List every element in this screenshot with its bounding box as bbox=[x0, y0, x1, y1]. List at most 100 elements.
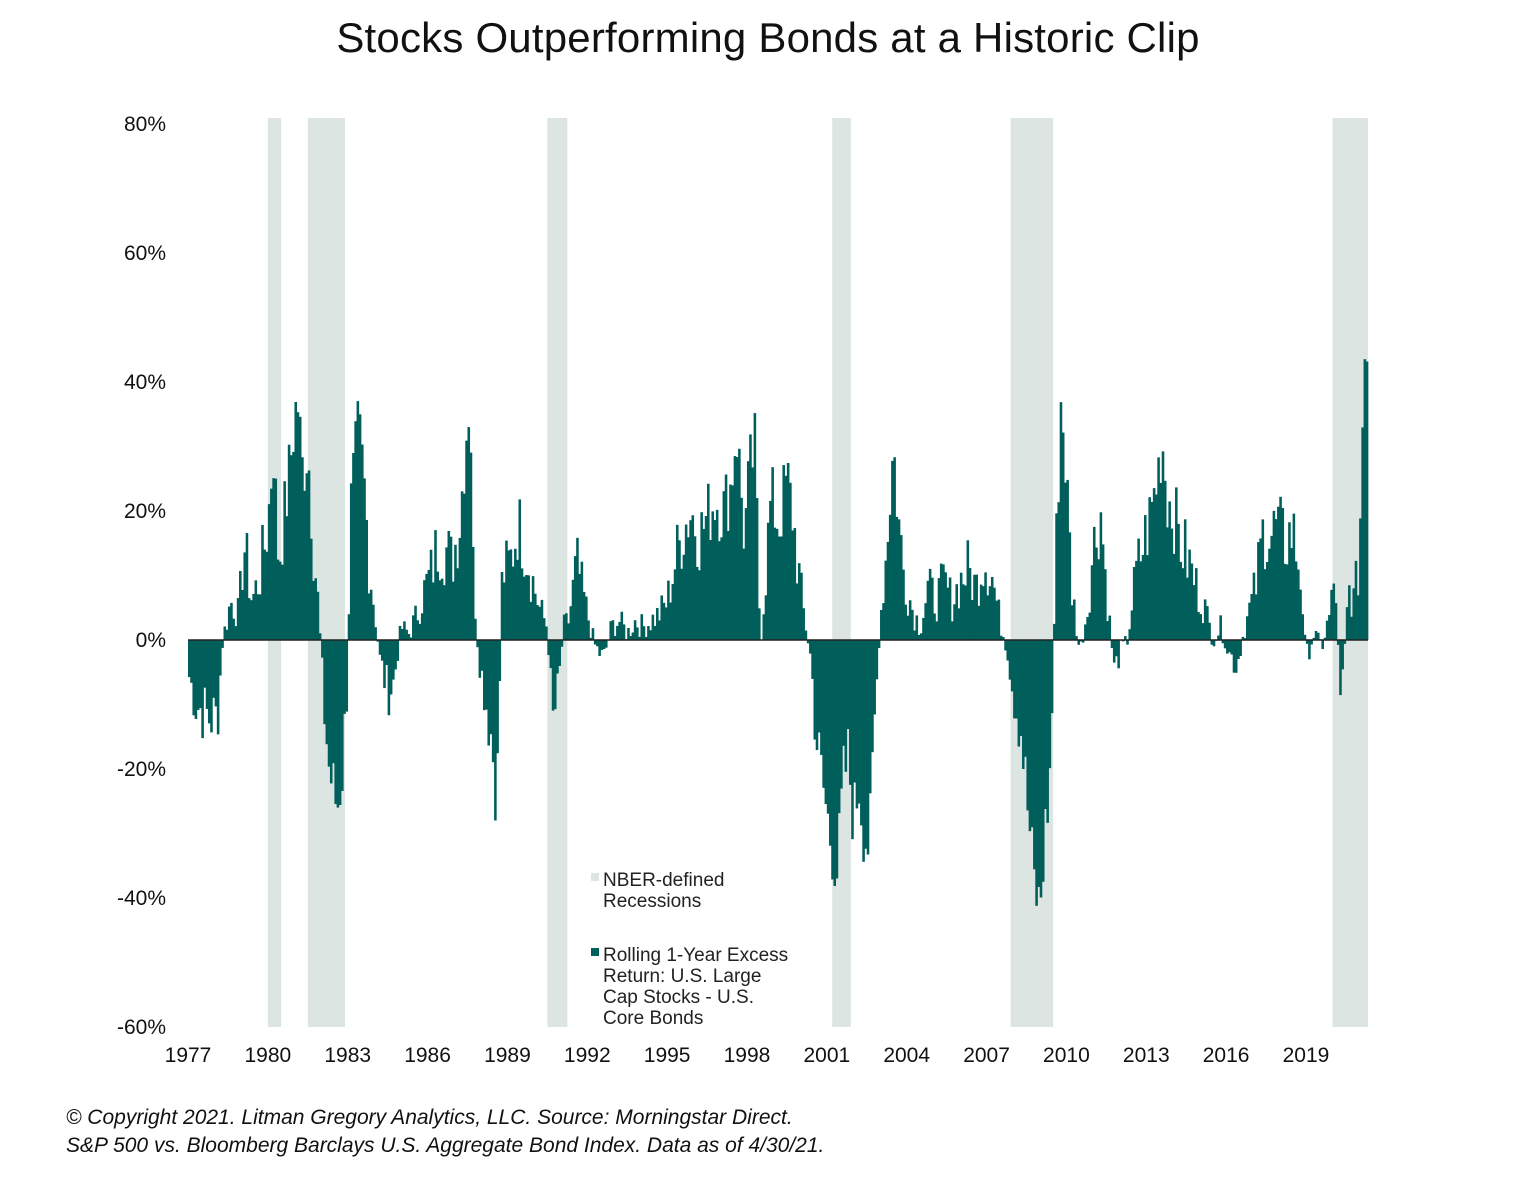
excess-return-bar bbox=[385, 640, 388, 665]
excess-return-bar bbox=[622, 624, 626, 640]
excess-return-bar bbox=[817, 640, 821, 733]
excess-return-bar bbox=[1261, 519, 1265, 640]
excess-return-bar bbox=[926, 580, 930, 640]
excess-return-bar bbox=[336, 640, 340, 808]
excess-return-bar bbox=[245, 532, 249, 640]
excess-return-bar bbox=[771, 467, 774, 640]
excess-return-bar bbox=[1013, 640, 1016, 719]
excess-return-bar bbox=[1026, 640, 1029, 811]
excess-return-bar bbox=[955, 584, 959, 640]
excess-return-bar bbox=[997, 599, 1001, 640]
excess-return-bar bbox=[511, 566, 515, 640]
excess-return-bar bbox=[540, 599, 544, 640]
excess-return-bar bbox=[1041, 640, 1045, 882]
y-tick-label: 0% bbox=[136, 629, 166, 652]
excess-return-bar bbox=[227, 606, 231, 640]
excess-return-bar bbox=[793, 528, 797, 640]
excess-return-bar bbox=[1161, 451, 1165, 640]
excess-return-bar bbox=[669, 602, 672, 640]
excess-return-bar bbox=[1053, 623, 1056, 640]
excess-return-bar bbox=[243, 552, 247, 640]
excess-return-bar bbox=[729, 484, 732, 640]
excess-return-bar bbox=[831, 640, 834, 880]
excess-return-bar bbox=[1068, 532, 1072, 640]
excess-return-bar bbox=[332, 640, 335, 764]
excess-return-bar bbox=[649, 630, 652, 640]
excess-return-bar bbox=[1223, 640, 1227, 649]
excess-return-bar bbox=[463, 493, 466, 640]
excess-return-bar bbox=[1110, 640, 1114, 649]
x-tick-label: 1992 bbox=[564, 1044, 611, 1067]
excess-return-bar bbox=[538, 606, 542, 640]
excess-return-bar bbox=[1010, 640, 1014, 692]
excess-return-bar bbox=[505, 540, 508, 640]
excess-return-bar bbox=[813, 640, 817, 740]
excess-return-bar bbox=[1050, 640, 1054, 714]
excess-return-bar bbox=[327, 640, 331, 767]
excess-return-bar bbox=[1115, 640, 1118, 657]
legend-label-excess-return: Return: U.S. Large bbox=[603, 966, 761, 987]
excess-return-bar bbox=[1033, 640, 1036, 870]
excess-return-bar bbox=[1285, 564, 1289, 640]
excess-return-bar bbox=[722, 491, 726, 640]
excess-return-bar bbox=[334, 640, 337, 804]
excess-return-bar bbox=[720, 537, 723, 640]
excess-return-bar bbox=[620, 611, 624, 640]
excess-return-bar bbox=[924, 603, 927, 640]
recession-band-3 bbox=[547, 118, 568, 1027]
excess-return-bar bbox=[274, 478, 278, 640]
excess-return-bar bbox=[662, 602, 666, 640]
excess-return-bar bbox=[1294, 561, 1298, 640]
excess-return-bar bbox=[937, 578, 941, 640]
excess-return-bar bbox=[296, 412, 300, 640]
excess-return-bar bbox=[403, 621, 406, 640]
excess-return-bar bbox=[977, 605, 981, 640]
excess-return-bar bbox=[742, 548, 746, 640]
excess-return-bar bbox=[265, 551, 269, 640]
excess-return-bar bbox=[250, 600, 253, 640]
excess-return-bar bbox=[751, 467, 754, 640]
excess-return-bar bbox=[534, 593, 537, 640]
excess-return-bar bbox=[312, 580, 315, 640]
excess-return-bar bbox=[1175, 487, 1178, 640]
excess-return-bar bbox=[899, 535, 903, 640]
excess-return-bar bbox=[627, 628, 630, 640]
excess-return-bar bbox=[1359, 518, 1362, 640]
excess-return-bar bbox=[802, 608, 805, 640]
excess-return-bar bbox=[301, 457, 304, 640]
excess-return-bar bbox=[221, 640, 224, 648]
excess-return-bar bbox=[256, 594, 260, 640]
excess-return-bar bbox=[1234, 640, 1238, 673]
x-tick-label: 2010 bbox=[1043, 1044, 1090, 1067]
excess-return-bar bbox=[1017, 640, 1021, 747]
excess-return-bar bbox=[824, 640, 828, 804]
excess-return-bar bbox=[303, 490, 306, 640]
excess-return-bar bbox=[782, 465, 786, 640]
excess-return-bar bbox=[959, 572, 963, 640]
excess-return-bar bbox=[1303, 634, 1307, 640]
excess-return-bar bbox=[833, 640, 837, 886]
excess-return-bars bbox=[188, 359, 1369, 906]
excess-return-bar bbox=[999, 635, 1003, 640]
excess-return-bar bbox=[766, 522, 770, 640]
legend-label-recession: NBER-defined bbox=[603, 870, 724, 891]
excess-return-bar bbox=[1332, 583, 1336, 640]
excess-return-bar bbox=[1201, 623, 1205, 640]
excess-return-bar bbox=[212, 640, 215, 698]
excess-return-bar bbox=[451, 581, 455, 640]
excess-return-bar bbox=[995, 600, 998, 640]
excess-return-bar bbox=[1290, 547, 1293, 640]
excess-return-bar bbox=[1263, 569, 1267, 640]
excess-return-bar bbox=[975, 574, 978, 640]
excess-return-bar bbox=[837, 640, 841, 814]
excess-return-bar bbox=[695, 566, 699, 640]
excess-return-bar bbox=[953, 604, 956, 640]
excess-return-bar bbox=[565, 613, 568, 640]
excess-return-bar bbox=[704, 516, 708, 640]
excess-return-bar bbox=[316, 591, 320, 640]
recession-band-4 bbox=[832, 118, 851, 1027]
recession-shading bbox=[267, 118, 1368, 1027]
legend-label-excess-return: Cap Stocks - U.S. bbox=[603, 987, 754, 1008]
excess-return-bar bbox=[427, 569, 431, 640]
excess-return-bar bbox=[358, 414, 362, 640]
